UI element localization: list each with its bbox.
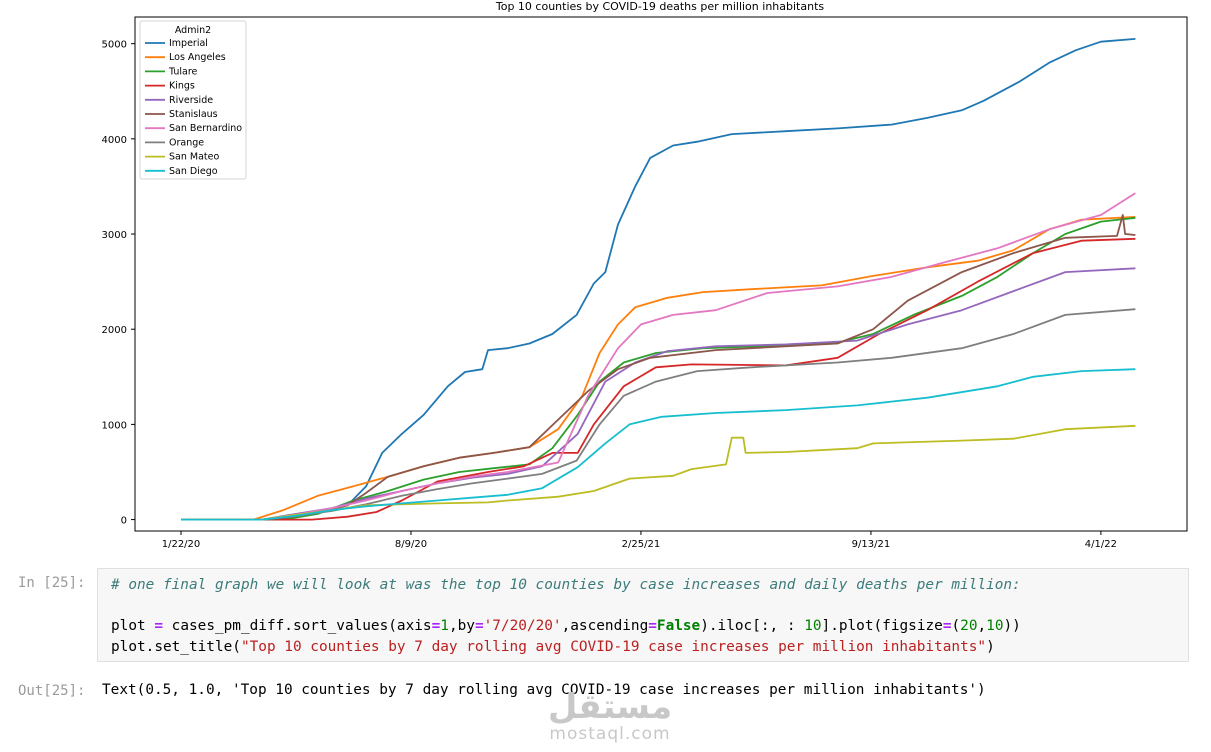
y-tick-label: 2000 [102,325,127,336]
token: ( [951,618,961,634]
token: = [431,618,441,634]
legend-entry: Tulare [168,66,198,77]
legend-entry: Kings [169,81,195,92]
series-line-san-diego [181,368,1136,521]
y-axis: 0 1000 2000 3000 4000 5000 [102,40,135,527]
token: cases_pm_diff.sort_values(axis [163,618,432,634]
x-tick-label: 9/13/21 [852,539,891,550]
token: = [648,618,657,634]
output-prompt: Out[25]: [18,683,86,699]
legend-entry: San Diego [169,166,218,177]
series-line-kings [181,237,1136,521]
token: '7/20/20' [483,618,562,634]
token: ).iloc[:, : [700,618,805,634]
token: False [656,618,701,634]
x-tick-label: 2/25/21 [622,539,661,550]
token: plot.set_title( [111,639,241,655]
x-axis: 1/22/20 8/9/20 2/25/21 9/13/21 4/1/22 [162,531,1117,550]
series-line-san-mateo [181,424,1136,521]
series-line-orange [181,308,1136,521]
series-line-tulare [181,216,1136,521]
x-tick-label: 4/1/22 [1085,539,1117,550]
input-prompt: In [25]: [18,575,86,591]
legend-entry: San Bernardino [169,123,242,134]
token: , [977,618,987,634]
y-tick-label: 5000 [102,40,127,51]
token: 1 [440,618,449,634]
series-line-san-bernardino [181,192,1136,521]
token: 10 [804,618,822,634]
token: 10 [986,618,1004,634]
token: = [474,618,484,634]
legend-entry: Stanislaus [169,109,218,120]
y-tick-label: 3000 [102,230,127,241]
legend-entry: San Mateo [169,152,219,163]
token: = [154,618,163,634]
x-tick-label: 1/22/20 [162,539,201,550]
legend-entry: Riverside [169,95,213,106]
cell-output: Text(0.5, 1.0, 'Top 10 counties by 7 day… [102,682,986,698]
series-line-los-angeles [181,216,1136,521]
token: ,by [448,618,475,634]
token: )) [1003,618,1021,634]
token: = [942,618,952,634]
code-line-2: plot = cases_pm_diff.sort_values(axis=1,… [111,618,1021,634]
plot-frame [134,16,1188,532]
token: ].plot(figsize [821,618,943,634]
series-line-riverside [181,267,1136,521]
legend-entry: Los Angeles [169,52,226,63]
y-tick-label: 4000 [102,135,127,146]
code-line-3: plot.set_title("Top 10 counties by 7 day… [111,639,995,655]
series-line-stanislaus [181,214,1136,521]
code-comment: # one final graph we will look at was th… [111,577,1021,593]
legend-title: Admin2 [175,25,211,36]
watermark: مستقل mostaql.com [500,690,720,744]
legend-entry: Imperial [169,38,208,49]
watermark-arabic: مستقل [547,687,673,727]
token: ,ascending [561,618,649,634]
series-line-imperial [181,38,1136,521]
chart-title: Top 10 counties by COVID-19 deaths per m… [495,0,825,13]
series-layer [181,38,1136,521]
y-tick-label: 1000 [102,420,127,431]
line-chart: Top 10 counties by COVID-19 deaths per m… [102,0,1188,550]
legend-box [139,20,247,180]
code-cell[interactable]: # one final graph we will look at was th… [97,568,1189,662]
token: "Top 10 counties by 7 day rolling avg CO… [240,639,987,655]
x-tick-label: 8/9/20 [395,539,427,550]
legend-entry: Orange [169,137,204,148]
token: plot [111,618,155,634]
token: 20 [960,618,978,634]
y-tick-label: 0 [121,516,127,527]
token: ) [986,639,995,655]
legend: Admin2 Imperial Los Angeles Tulare Kings Rive… [139,20,247,180]
watermark-latin: mostaql.com [549,724,671,744]
